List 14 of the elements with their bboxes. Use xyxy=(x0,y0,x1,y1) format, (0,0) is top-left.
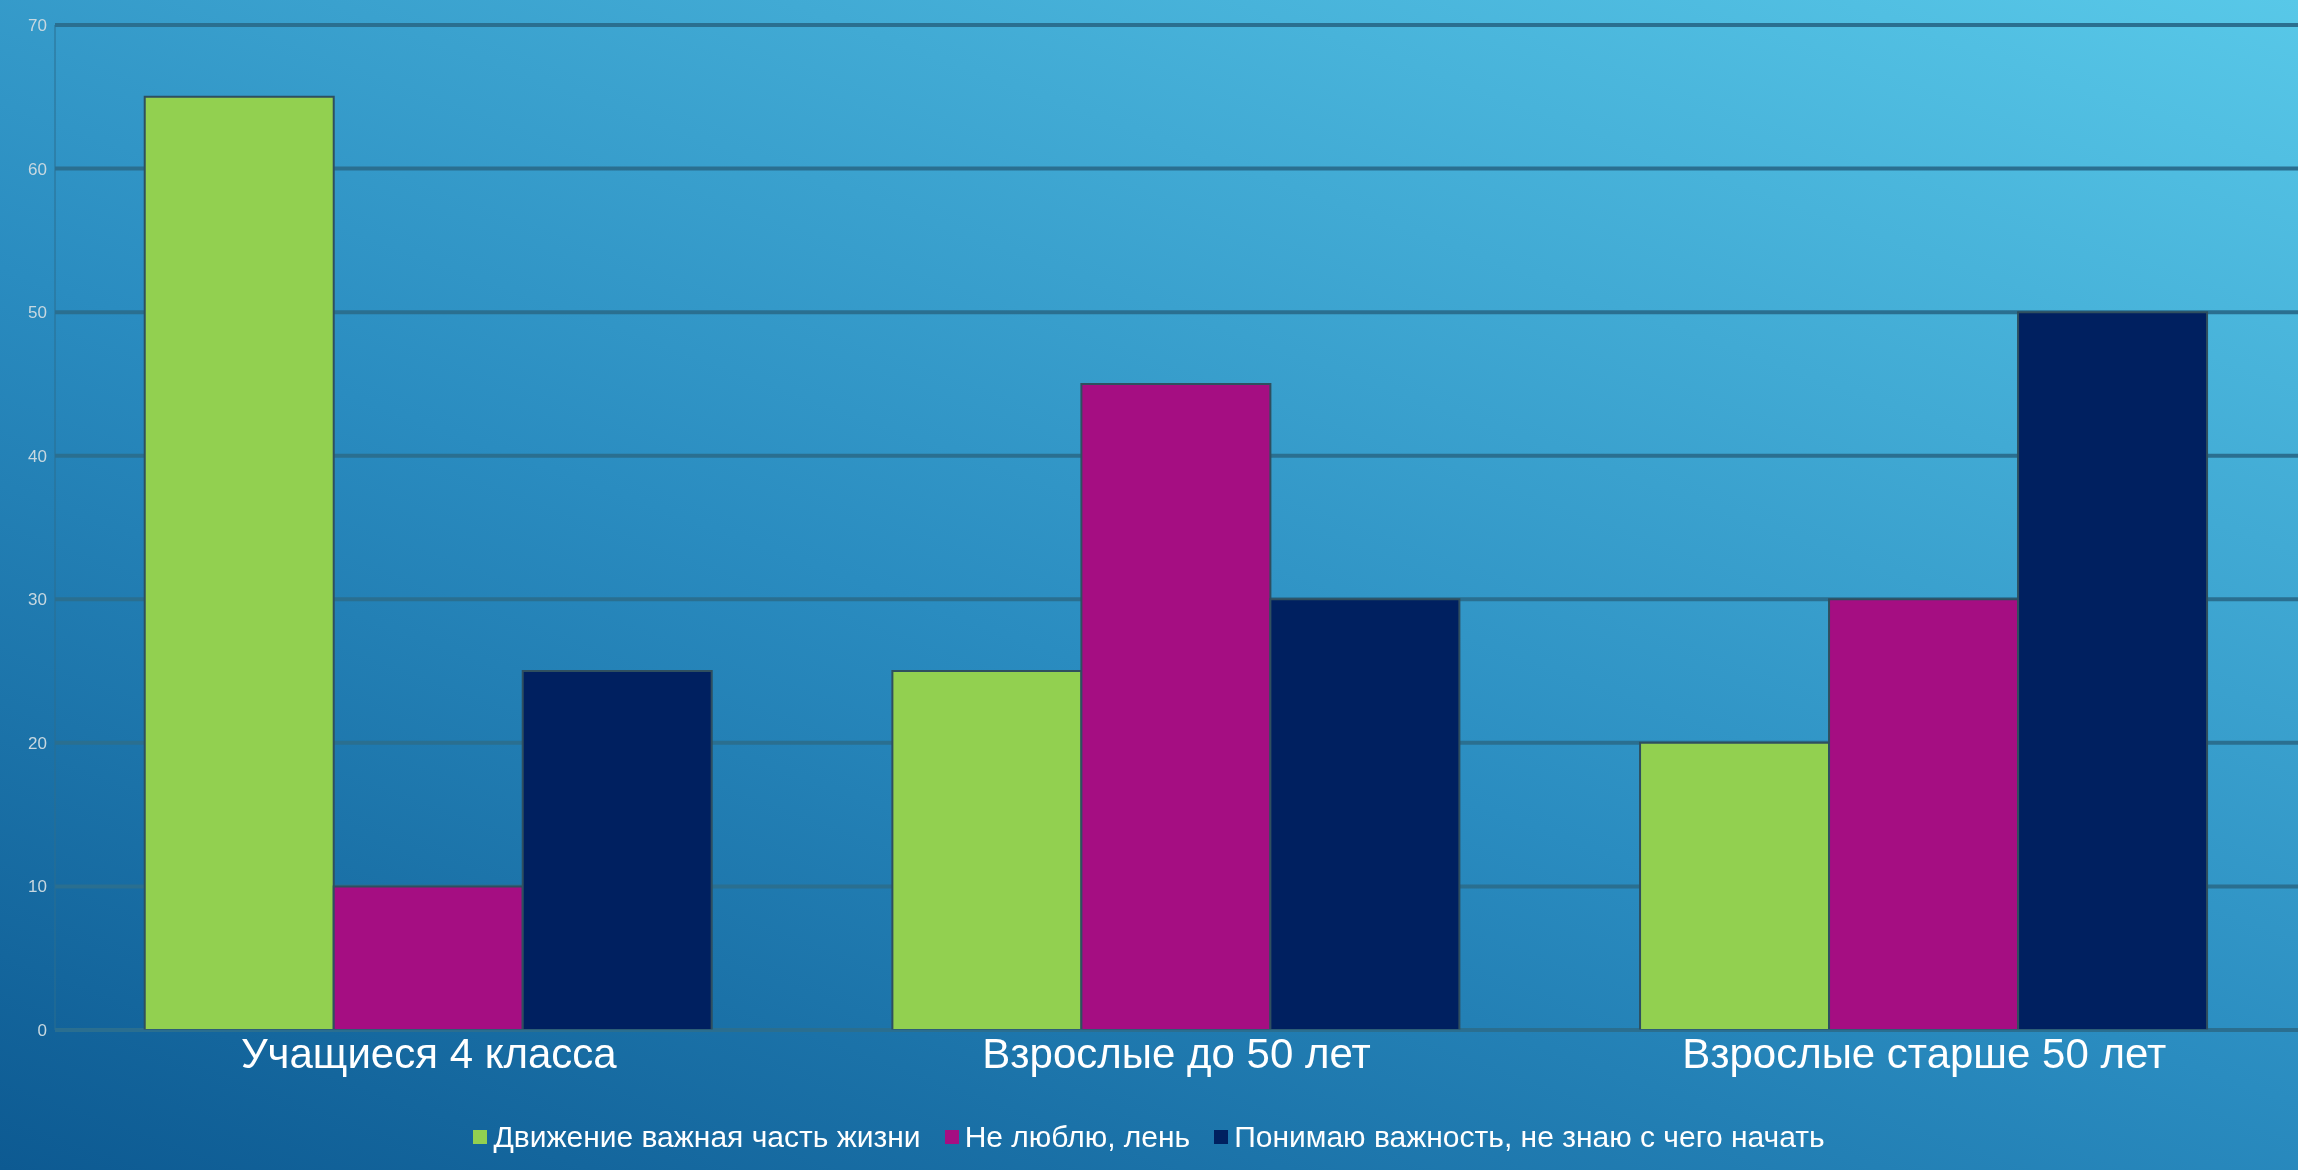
y-tick-label: 50 xyxy=(28,303,47,323)
y-tick-label: 70 xyxy=(28,16,47,36)
y-tick-label: 40 xyxy=(28,446,47,466)
y-tick-label: 20 xyxy=(28,733,47,753)
legend-label: Не люблю, лень xyxy=(964,1120,1191,1154)
text: Движение важная часть жизни xyxy=(493,1120,921,1154)
x-tick-label: Взрослые старше 50 лет xyxy=(1682,1029,2167,1077)
x-tick-label: Взрослые до 50 лет xyxy=(982,1029,1371,1077)
x-tick-label: Учащиеся 4 класса xyxy=(240,1029,618,1077)
legend-label: Понимаю важность, не знаю с чего начать xyxy=(1234,1120,1825,1154)
y-tick-label: 0 xyxy=(37,1021,47,1041)
y-tick-label: 10 xyxy=(28,877,47,897)
y-tick-label: 60 xyxy=(28,159,47,179)
y-tick-label: 30 xyxy=(28,590,47,610)
